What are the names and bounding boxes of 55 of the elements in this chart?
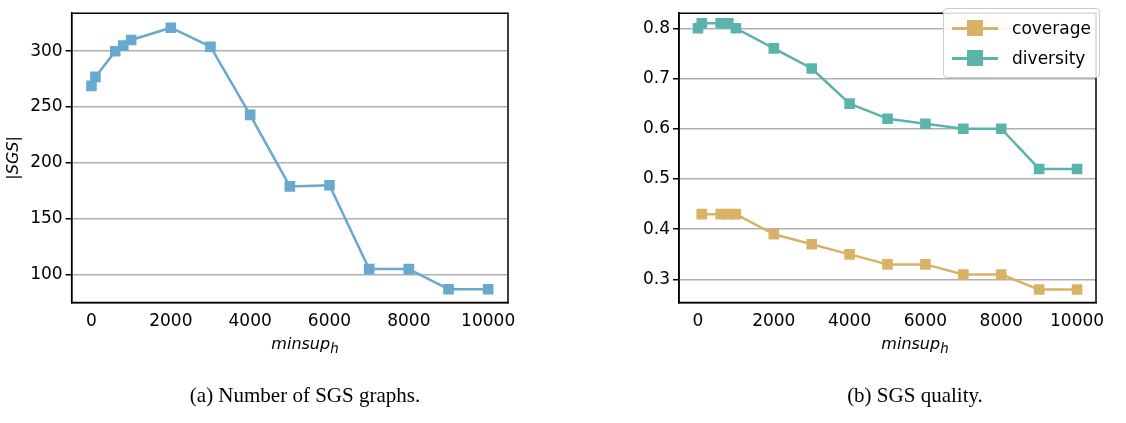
y-tick-label: 0.5	[642, 167, 671, 188]
y-tick-label: 0.7	[642, 66, 671, 87]
point	[284, 181, 296, 192]
point	[1071, 284, 1083, 295]
x-tick-label: 6000	[307, 310, 352, 331]
point	[1033, 284, 1045, 295]
point	[90, 71, 101, 83]
point	[806, 239, 818, 250]
y-tick-label: 200	[30, 151, 63, 172]
x-tick-label: 10000	[461, 310, 516, 331]
point	[844, 98, 855, 109]
x-tick-label: 4000	[228, 310, 272, 331]
point	[920, 259, 931, 270]
y-tick-label: 0.8	[642, 16, 671, 37]
point	[165, 22, 177, 34]
point	[958, 269, 969, 280]
point	[696, 208, 708, 220]
point	[844, 249, 855, 260]
text: (a) Number of SGS graphs.	[188, 383, 422, 408]
y-tick-label: 0.6	[642, 117, 671, 138]
x-tick-label: 8000	[387, 310, 431, 331]
x-tick-label: 2000	[752, 310, 796, 331]
x-tick-label: 2000	[149, 310, 193, 331]
point	[730, 22, 742, 34]
text: (b) SGS quality.	[846, 383, 984, 408]
x-axis-title: minsup$_{h}$	[270, 334, 340, 357]
y-tick-label: 100	[30, 263, 63, 284]
point	[443, 283, 454, 295]
point	[324, 179, 335, 191]
point	[958, 123, 969, 135]
x-axis-title: minsup$_{h}$	[880, 334, 950, 357]
y-tick-label: 150	[30, 207, 63, 228]
point	[882, 113, 893, 125]
point	[995, 269, 1007, 280]
point	[806, 63, 818, 74]
x-tick-label: 0	[86, 310, 97, 331]
point	[768, 43, 780, 54]
y-tick-label: 300	[30, 39, 63, 60]
point	[920, 118, 931, 130]
x-tick-label: 10000	[1050, 310, 1105, 331]
legend-label: diversity	[1012, 48, 1086, 68]
y-tick-label: 0.3	[642, 267, 671, 288]
x-tick-label: 8000	[979, 310, 1023, 331]
point	[696, 17, 708, 29]
point	[768, 228, 780, 240]
y-axis-title: |SGS|	[2, 136, 22, 180]
legend-label: coverage	[1012, 18, 1091, 38]
x-tick-label: 6000	[903, 310, 948, 331]
x-tick-label: 0	[692, 310, 704, 331]
point	[205, 41, 216, 53]
x-tick-label: 4000	[827, 310, 872, 331]
y-tick-label: 250	[30, 95, 63, 116]
point	[995, 123, 1007, 135]
point	[882, 259, 893, 270]
y-tick-label: 0.4	[642, 217, 671, 238]
